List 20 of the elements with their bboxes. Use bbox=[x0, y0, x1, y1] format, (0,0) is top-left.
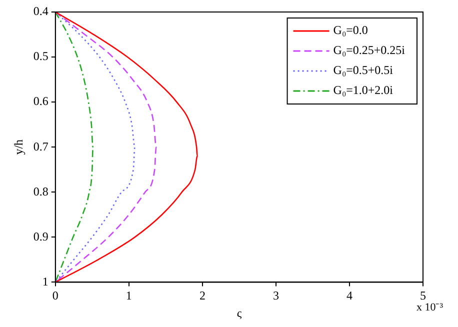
x-tick-label: 1 bbox=[126, 288, 132, 303]
y-tick-label: 0.5 bbox=[33, 49, 48, 64]
x-tick-label: 3 bbox=[272, 288, 279, 303]
y-tick-label: 0.4 bbox=[33, 4, 48, 18]
y-axis-title: y/h bbox=[11, 139, 26, 155]
x-tick-label: 2 bbox=[199, 288, 206, 303]
y-tick-label: 0.8 bbox=[33, 184, 48, 198]
text: x 10⁻³ bbox=[416, 302, 444, 314]
y-tick-label: 0.7 bbox=[33, 139, 48, 154]
x-tick-label: 5 bbox=[420, 288, 426, 303]
x-axis-title: ς bbox=[236, 306, 242, 320]
legend-label: G₀=0.0 bbox=[333, 23, 368, 38]
x-tick-label: 0 bbox=[52, 288, 58, 303]
y-tick-label: 0.9 bbox=[33, 229, 48, 244]
y-tick-label: 0.6 bbox=[33, 94, 48, 108]
legend-label: G₀=0.5+0.5i bbox=[333, 63, 394, 78]
y-tick-label: 1 bbox=[42, 274, 48, 288]
x-tick-label: 4 bbox=[346, 288, 352, 303]
legend-label: G₀=1.0+2.0i bbox=[333, 83, 394, 98]
legend-label: G₀=0.25+0.25i bbox=[333, 43, 406, 58]
